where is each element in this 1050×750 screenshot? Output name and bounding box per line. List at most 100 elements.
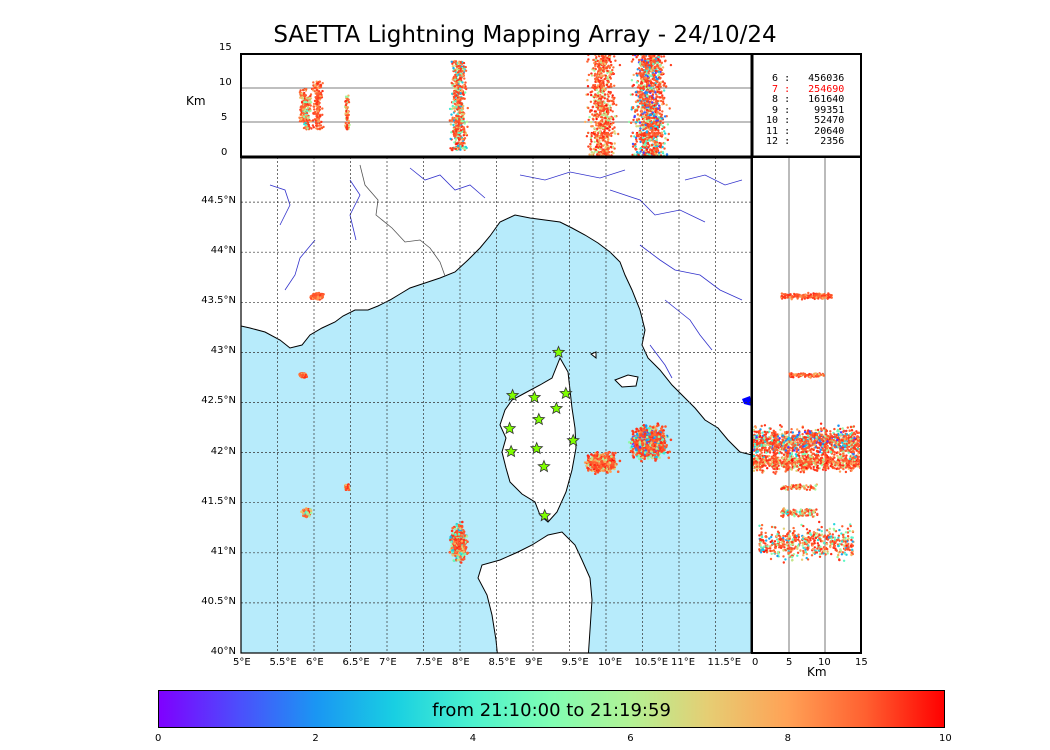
lightning-source-point	[614, 451, 617, 455]
lightning-source-point	[638, 448, 642, 452]
lightning-source-point	[454, 78, 457, 81]
lightning-source-point	[454, 147, 458, 151]
lightning-source-point	[449, 147, 452, 150]
lightning-source-point	[464, 65, 467, 69]
lightning-source-point	[587, 73, 591, 77]
lightning-source-point	[303, 118, 307, 121]
lightning-source-point	[302, 126, 306, 130]
lightning-source-point	[611, 110, 614, 113]
lightning-source-point	[586, 463, 589, 467]
lightning-source-point	[450, 113, 453, 116]
lightning-source-point	[649, 454, 652, 458]
lightning-source-point	[613, 115, 617, 118]
lightning-source-point	[461, 120, 464, 123]
lightning-source-point	[598, 462, 601, 465]
lightning-source-point	[590, 140, 593, 143]
lightning-source-point	[464, 69, 468, 73]
lightning-source-point	[601, 453, 604, 457]
lightning-source-point	[347, 101, 351, 104]
lightning-source-point	[609, 82, 613, 86]
lightning-source-point	[589, 145, 592, 148]
lightning-source-point	[601, 148, 604, 152]
lightning-source-point	[317, 102, 321, 106]
lightning-source-point	[595, 76, 598, 79]
lightning-source-point	[586, 467, 590, 470]
lightning-source-point	[602, 56, 605, 59]
lightning-source-point	[593, 83, 597, 87]
lightning-source-point	[450, 131, 453, 134]
lightning-source-point	[606, 127, 609, 130]
lightning-source-point	[454, 100, 457, 103]
lightning-source-point	[462, 84, 465, 87]
lightning-source-point	[316, 100, 319, 103]
lightning-source-point	[456, 91, 459, 94]
lightning-source-point	[595, 104, 598, 107]
lightning-source-point	[596, 471, 600, 474]
lightning-source-point	[662, 434, 666, 438]
lightning-source-point	[641, 434, 645, 438]
lightning-source-point	[588, 110, 592, 114]
lightning-source-point	[318, 127, 321, 130]
lightning-source-point	[301, 373, 305, 377]
lightning-source-point	[595, 136, 598, 140]
lightning-source-point	[461, 138, 464, 141]
elba	[614, 374, 639, 388]
lightning-source-point	[658, 456, 661, 459]
lightning-source-point	[321, 82, 324, 85]
lightning-source-point	[611, 94, 614, 97]
lightning-source-point	[607, 121, 610, 124]
lightning-source-point	[608, 151, 611, 154]
lightning-source-point	[604, 113, 608, 116]
lightning-source-point	[317, 97, 320, 100]
lightning-source-point	[595, 115, 599, 118]
lightning-source-point	[594, 121, 597, 124]
lightning-source-point	[662, 451, 666, 455]
lightning-source-point	[667, 456, 671, 460]
lightning-source-point	[302, 108, 305, 111]
lightning-source-point	[300, 101, 304, 104]
lightning-source-point	[454, 76, 457, 79]
lightning-source-point	[597, 122, 601, 125]
lightning-source-point	[461, 554, 465, 557]
lightning-source-point	[315, 88, 319, 92]
lightning-source-point	[601, 132, 604, 135]
lightning-source-point	[306, 121, 310, 124]
lightning-source-point	[451, 104, 454, 108]
lightning-source-point	[314, 84, 317, 87]
lightning-source-point	[316, 292, 320, 295]
lightning-source-point	[604, 62, 607, 66]
lightning-source-point	[594, 78, 597, 81]
lightning-source-point	[588, 153, 591, 156]
lightning-source-point	[458, 97, 461, 100]
lightning-source-point	[589, 138, 593, 141]
station-star-icon	[559, 386, 573, 400]
lightning-source-point	[315, 102, 318, 105]
lightning-source-point	[299, 94, 302, 97]
lightning-source-point	[347, 121, 350, 125]
lightning-source-point	[319, 124, 323, 127]
lightning-source-point	[450, 544, 454, 547]
lightning-source-point	[607, 80, 610, 84]
lightning-source-point	[304, 514, 307, 517]
lightning-source-point	[453, 546, 457, 549]
lightning-source-point	[459, 148, 462, 151]
lightning-source-point	[664, 445, 668, 449]
lightning-source-point	[306, 127, 309, 130]
lightning-source-point	[463, 122, 466, 125]
lightning-source-point	[631, 142, 635, 146]
lightning-source-point	[590, 456, 594, 459]
lightning-source-point	[643, 457, 646, 461]
lightning-source-point	[584, 120, 587, 124]
lightning-source-point	[613, 142, 616, 145]
lightning-source-point	[607, 85, 610, 89]
lightning-source-point	[611, 131, 614, 134]
lightning-source-point	[606, 93, 609, 96]
lightning-source-point	[605, 67, 608, 70]
lightning-source-point	[455, 94, 458, 97]
lightning-source-point	[610, 455, 613, 458]
lightning-source-point	[607, 138, 610, 141]
lightning-source-point	[594, 94, 597, 97]
lightning-source-point	[598, 101, 601, 104]
lightning-source-point	[605, 133, 608, 137]
lightning-source-point	[344, 95, 348, 98]
